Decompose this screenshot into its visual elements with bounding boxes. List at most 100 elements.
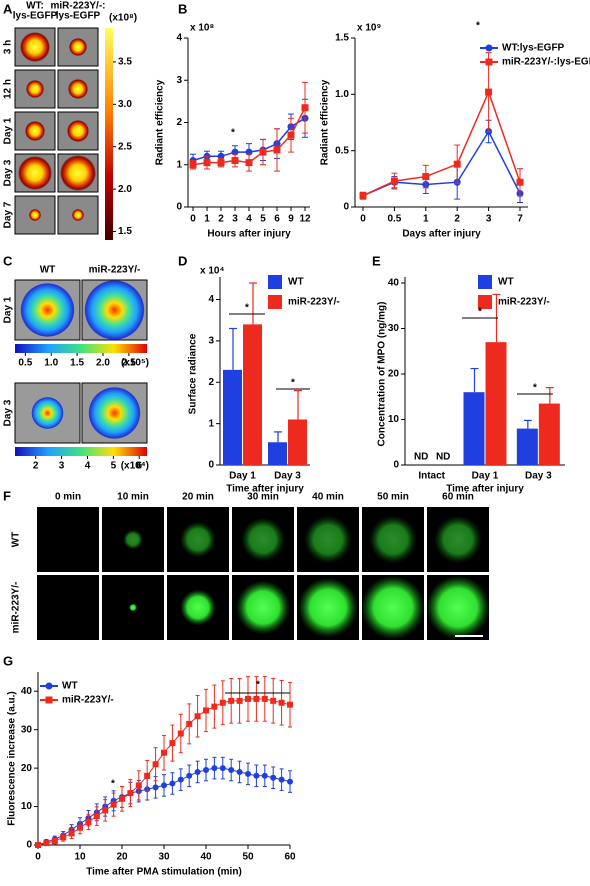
row-label: Day 1 xyxy=(3,296,14,323)
significance-star: * xyxy=(231,128,235,139)
significance-star: * xyxy=(245,303,249,314)
data-point xyxy=(211,703,218,710)
x-tick-label: 5 xyxy=(260,214,266,225)
colorbar-tick-label: 1.0 xyxy=(44,358,58,369)
data-point xyxy=(228,767,235,774)
data-point xyxy=(177,730,184,737)
column-label: 10 min xyxy=(117,492,149,503)
column-label: lys-EGFP xyxy=(13,11,58,22)
x-tick-label: 50 xyxy=(242,852,254,863)
x-tick-label: 0 xyxy=(360,214,366,225)
y-tick-label: 0 xyxy=(26,840,32,851)
data-point xyxy=(186,772,193,779)
series-line xyxy=(362,129,521,197)
signal-blob xyxy=(84,280,145,340)
data-point xyxy=(93,813,100,820)
y-tick-label: 20 xyxy=(388,369,400,380)
signal-blob xyxy=(72,209,84,221)
significance-star: * xyxy=(111,779,115,790)
colorbar-tick-label: 0.5 xyxy=(18,358,32,369)
data-point xyxy=(278,699,285,706)
data-point xyxy=(245,695,251,702)
x-axis-label: Days after injury xyxy=(402,229,481,240)
column-label: 40 min xyxy=(312,492,344,503)
data-point xyxy=(253,772,260,779)
data-point xyxy=(422,173,430,181)
y-tick-label: 1.5 xyxy=(335,33,349,44)
legend-label: miR-223Y/- xyxy=(498,297,550,308)
data-point xyxy=(278,776,285,783)
data-point xyxy=(231,157,239,165)
significance-star: * xyxy=(533,383,537,394)
data-point xyxy=(261,772,268,779)
row-label: 3 h xyxy=(3,40,14,54)
legend-label: WT xyxy=(498,277,514,288)
signal-blob xyxy=(434,515,482,564)
row-label: Day 1 xyxy=(3,117,14,144)
legend-label: WT xyxy=(62,681,78,692)
colorbar xyxy=(15,344,147,353)
x-tick-label: 4 xyxy=(246,214,252,225)
x-axis-label: Time after injury xyxy=(446,484,524,495)
data-point xyxy=(43,840,50,847)
column-label: miR-223Y/-: xyxy=(50,1,105,12)
legend-marker xyxy=(485,58,493,66)
y-axis-label: Radiant efficiency xyxy=(155,79,166,165)
scale-label: x 10⁴ xyxy=(200,266,224,277)
signal-blob xyxy=(236,580,290,635)
significance-star: * xyxy=(476,21,480,32)
data-point xyxy=(219,765,226,772)
data-point xyxy=(119,795,125,802)
signal-blob xyxy=(31,397,64,429)
data-point xyxy=(35,842,41,848)
y-tick-label: 3 xyxy=(176,75,182,86)
signal-blob xyxy=(361,575,425,640)
colorbar-tick-label: 3 xyxy=(59,461,65,472)
y-tick-label: 10 xyxy=(21,801,33,812)
y-tick-label: 0.5 xyxy=(335,145,349,156)
panel-label: F xyxy=(3,488,11,503)
legend-swatch xyxy=(268,275,282,289)
data-point xyxy=(211,765,218,772)
legend-label: WT xyxy=(288,277,304,288)
colorbar xyxy=(105,28,113,240)
significance-star: * xyxy=(291,378,295,389)
colorbar-tick-label: 4 xyxy=(85,461,91,472)
colorbar-tick-label: 2.0 xyxy=(96,358,110,369)
data-point xyxy=(219,699,226,706)
data-point xyxy=(161,782,167,789)
y-tick-label: 0 xyxy=(208,460,214,471)
image-tile xyxy=(37,507,99,572)
x-tick-label: 3 xyxy=(486,214,492,225)
panel-label: D xyxy=(178,253,187,268)
data-point xyxy=(203,707,209,714)
x-axis-label: Hours after injury xyxy=(207,229,291,240)
value-label: ND xyxy=(436,452,450,463)
column-label: 30 min xyxy=(247,492,279,503)
y-tick-label: 0 xyxy=(393,460,399,471)
data-point xyxy=(127,790,134,797)
data-point xyxy=(51,838,58,845)
data-point xyxy=(273,146,281,154)
x-tick-label: Day 3 xyxy=(274,471,301,482)
data-point xyxy=(194,768,201,775)
signal-blob xyxy=(18,156,52,190)
data-point xyxy=(152,784,159,791)
column-label: 20 min xyxy=(182,492,214,503)
y-tick-label: 10 xyxy=(388,414,400,425)
legend-swatch xyxy=(478,295,492,309)
signal-blob xyxy=(26,80,44,98)
bar xyxy=(538,403,560,465)
colorbar-tick-label: 2.5 xyxy=(122,358,136,369)
x-tick-label: 7 xyxy=(517,214,523,225)
x-tick-label: Day 3 xyxy=(525,471,552,482)
panel-label: G xyxy=(3,653,13,668)
significance-star: * xyxy=(256,680,260,691)
y-tick-label: 0 xyxy=(176,202,182,213)
data-point xyxy=(152,761,159,768)
x-tick-label: 0 xyxy=(190,214,196,225)
legend-marker xyxy=(45,696,53,704)
data-point xyxy=(301,104,309,112)
signal-blob xyxy=(88,387,141,439)
